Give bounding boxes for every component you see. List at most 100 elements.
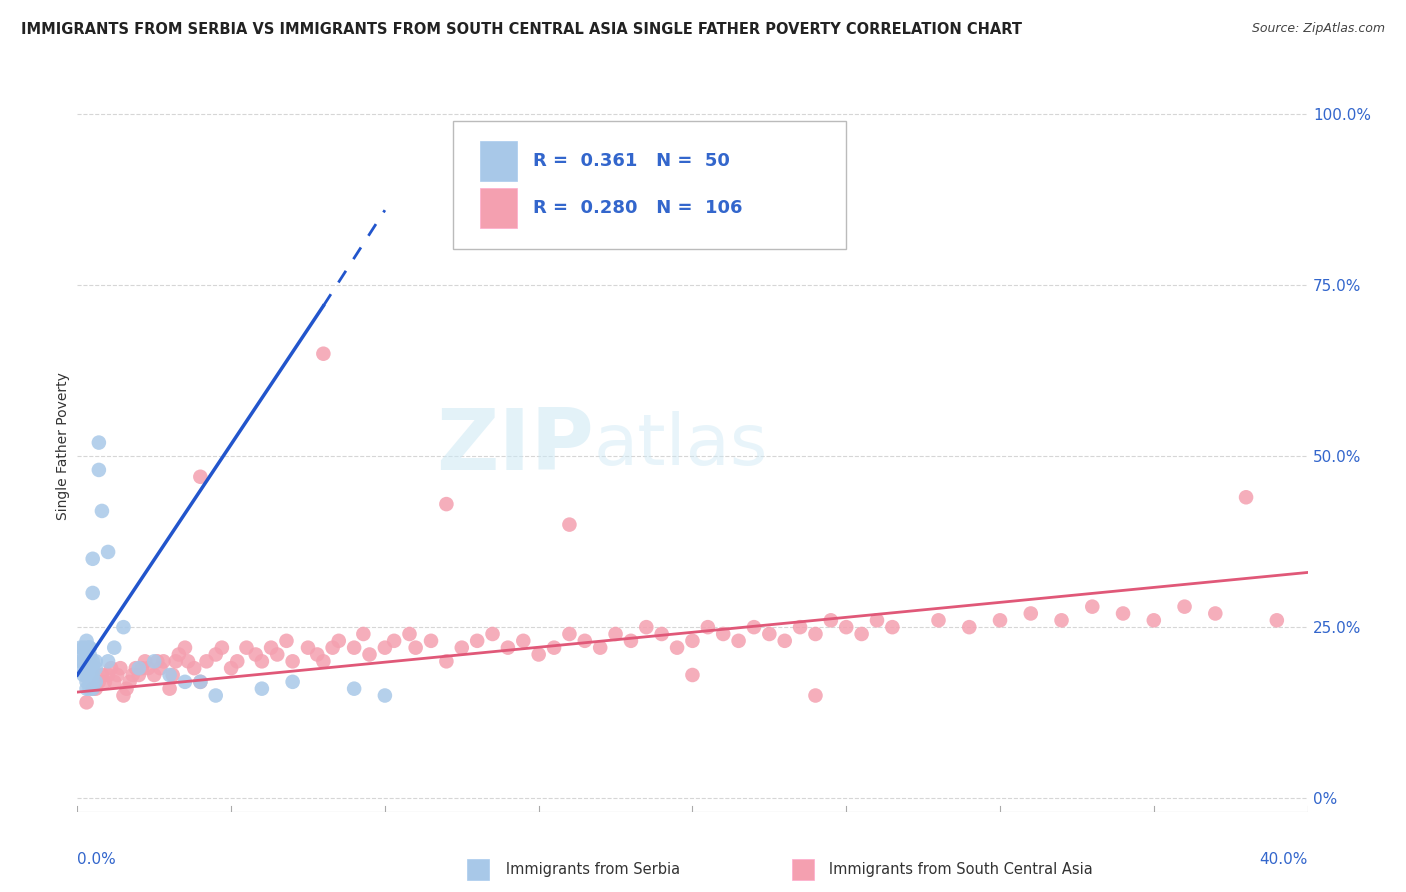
- Y-axis label: Single Father Poverty: Single Father Poverty: [56, 372, 70, 520]
- Point: [543, 640, 565, 655]
- Point: [72, 654, 94, 668]
- Point: [131, 661, 153, 675]
- Point: [146, 654, 169, 668]
- Point: [97, 654, 120, 668]
- Text: R =  0.280   N =  106: R = 0.280 N = 106: [533, 199, 742, 217]
- Point: [1174, 599, 1197, 614]
- Point: [928, 613, 950, 627]
- Bar: [479, 141, 516, 181]
- Point: [1234, 490, 1257, 504]
- Point: [159, 668, 181, 682]
- Point: [420, 633, 443, 648]
- Point: [84, 674, 107, 689]
- Point: [527, 648, 550, 662]
- Text: Source: ZipAtlas.com: Source: ZipAtlas.com: [1251, 22, 1385, 36]
- Point: [79, 674, 101, 689]
- Point: [87, 435, 110, 450]
- Point: [128, 668, 150, 682]
- Point: [174, 640, 197, 655]
- Point: [76, 668, 98, 682]
- Point: [82, 551, 104, 566]
- Point: [245, 648, 267, 662]
- Point: [1143, 613, 1166, 627]
- Point: [260, 640, 283, 655]
- Point: [312, 654, 335, 668]
- Point: [76, 681, 98, 696]
- Point: [79, 668, 101, 682]
- FancyBboxPatch shape: [453, 120, 846, 249]
- Point: [281, 654, 304, 668]
- Point: [188, 674, 212, 689]
- Point: [820, 613, 842, 627]
- Point: [115, 681, 138, 696]
- Point: [167, 648, 190, 662]
- Point: [276, 633, 298, 648]
- Point: [666, 640, 689, 655]
- Text: ZIP: ZIP: [436, 404, 595, 488]
- Point: [90, 668, 114, 682]
- Point: [72, 640, 94, 655]
- Point: [128, 661, 150, 675]
- Point: [773, 633, 796, 648]
- Point: [281, 674, 304, 689]
- Point: [84, 654, 107, 668]
- Point: [82, 674, 104, 689]
- Point: [103, 640, 125, 655]
- Point: [651, 627, 673, 641]
- Point: [152, 654, 174, 668]
- Point: [436, 654, 458, 668]
- Point: [789, 620, 811, 634]
- Point: [866, 613, 889, 627]
- Point: [620, 633, 643, 648]
- Point: [82, 586, 104, 600]
- Point: [79, 640, 101, 655]
- Point: [72, 668, 94, 682]
- Point: [696, 620, 718, 634]
- Point: [343, 681, 366, 696]
- Point: [851, 627, 873, 641]
- Point: [69, 654, 91, 668]
- Point: [235, 640, 257, 655]
- Point: [835, 620, 858, 634]
- Text: R =  0.361   N =  50: R = 0.361 N = 50: [533, 152, 730, 169]
- Point: [219, 661, 242, 675]
- Point: [82, 681, 104, 696]
- Point: [76, 640, 98, 655]
- Point: [512, 633, 534, 648]
- Point: [1081, 599, 1104, 614]
- Point: [82, 654, 104, 668]
- Point: [90, 504, 114, 518]
- Point: [76, 674, 98, 689]
- Point: [297, 640, 319, 655]
- Point: [112, 620, 135, 634]
- Point: [436, 497, 458, 511]
- Point: [359, 648, 381, 662]
- Point: [82, 661, 104, 675]
- Point: [711, 627, 734, 641]
- Point: [804, 689, 827, 703]
- Point: [188, 469, 212, 483]
- Point: [121, 668, 143, 682]
- Point: [79, 654, 101, 668]
- Point: [352, 627, 374, 641]
- Point: [76, 648, 98, 662]
- Point: [204, 648, 226, 662]
- Point: [758, 627, 780, 641]
- Point: [134, 654, 156, 668]
- Point: [188, 674, 212, 689]
- Point: [112, 689, 135, 703]
- Point: [82, 668, 104, 682]
- Point: [76, 695, 98, 709]
- Point: [143, 668, 166, 682]
- Point: [1204, 607, 1226, 621]
- Point: [136, 661, 159, 675]
- Point: [465, 633, 488, 648]
- Point: [374, 689, 396, 703]
- Point: [79, 648, 101, 662]
- Text: atlas: atlas: [595, 411, 769, 481]
- Point: [312, 347, 335, 361]
- Point: [266, 648, 288, 662]
- Point: [103, 674, 125, 689]
- Point: [481, 627, 503, 641]
- Point: [195, 654, 218, 668]
